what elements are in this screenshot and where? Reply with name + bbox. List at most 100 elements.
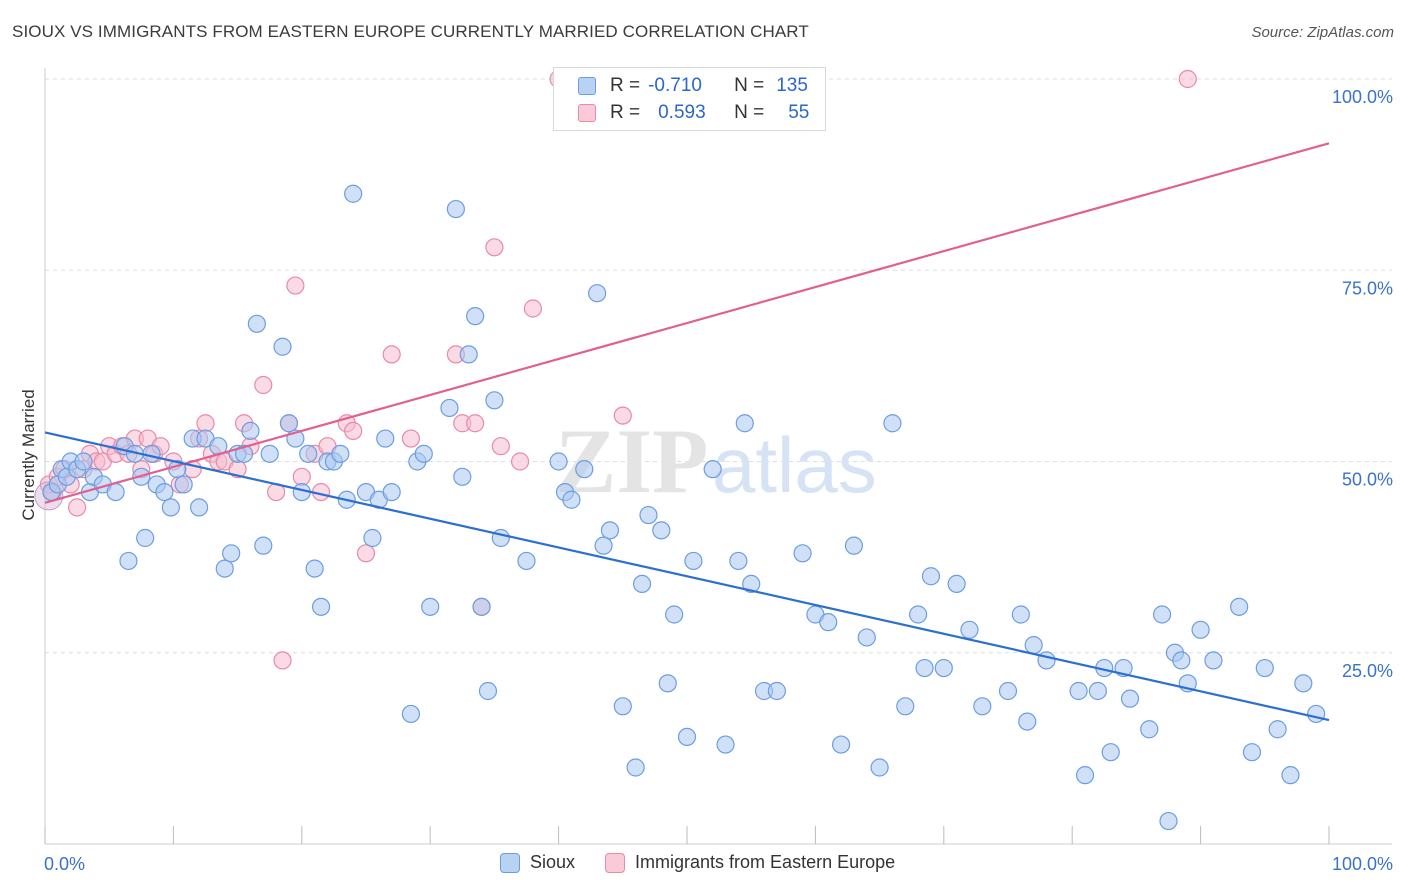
sioux-point — [247, 314, 266, 333]
sioux-point — [222, 544, 241, 563]
sioux-point — [594, 536, 613, 555]
watermark: ZIP atlas — [555, 410, 877, 512]
sioux-point — [998, 681, 1018, 701]
sioux-point — [106, 483, 125, 502]
sioux-point — [639, 505, 658, 525]
sioux-point — [909, 605, 928, 624]
sioux-point — [517, 551, 536, 571]
x-tick-label: 100.0% — [1332, 854, 1393, 874]
gridlines — [45, 78, 1392, 654]
sioux-point — [1069, 681, 1088, 701]
sioux-point — [735, 414, 754, 433]
sioux-point — [440, 398, 459, 418]
sioux-point — [241, 421, 260, 440]
immigrants-swatch — [605, 852, 626, 873]
sioux-point — [472, 597, 491, 616]
sioux-point — [742, 574, 761, 594]
immigrants-point — [523, 299, 543, 318]
immigrants-point — [273, 651, 292, 670]
sioux-point — [883, 414, 902, 433]
sioux-point — [549, 452, 568, 471]
sioux-point — [1018, 712, 1037, 731]
y-tick-label: 25.0% — [1342, 661, 1393, 681]
sioux-point — [414, 444, 433, 463]
sioux-point — [1294, 674, 1313, 693]
n-label: N = — [734, 102, 765, 123]
legend-item-immigrants: Immigrants from Eastern Europe — [605, 852, 895, 873]
chart-title: SIOUX VS IMMIGRANTS FROM EASTERN EUROPE … — [12, 22, 809, 41]
sioux-point — [421, 597, 440, 616]
y-tick-label: 100.0% — [1332, 87, 1393, 107]
sioux-point — [947, 574, 966, 594]
immigrants-point — [382, 345, 401, 364]
sioux-point — [1140, 720, 1159, 739]
sioux-point — [703, 460, 722, 479]
sioux-point — [677, 727, 697, 747]
sioux-point — [1172, 651, 1191, 670]
sioux-point — [896, 697, 915, 716]
trend-lines — [44, 142, 1330, 722]
sioux-point — [632, 574, 652, 594]
bottom-legend: Sioux Immigrants from Eastern Europe — [500, 852, 925, 873]
sioux-point — [665, 605, 684, 624]
immigrants-point — [286, 276, 305, 295]
sioux-point — [793, 544, 812, 563]
sioux-point — [960, 620, 979, 639]
sioux-point — [485, 391, 504, 410]
sioux-point — [870, 758, 889, 777]
sioux-point — [279, 414, 299, 433]
axes: Currently Married — [19, 68, 1392, 845]
sioux-point — [491, 528, 510, 548]
sioux-trend-line — [44, 431, 1330, 722]
sioux-point — [613, 697, 632, 716]
sioux-points — [42, 184, 1326, 831]
sioux-point — [305, 559, 324, 578]
y-tick-label: 50.0% — [1342, 470, 1393, 490]
n-value: 55 — [788, 102, 810, 123]
r-value: -0.710 — [648, 75, 702, 96]
sioux-point — [1307, 704, 1326, 724]
sioux-point — [973, 697, 992, 716]
sioux-point — [915, 658, 934, 678]
sioux-point — [767, 681, 786, 701]
immigrants-point — [67, 498, 87, 517]
immigrants-point — [613, 406, 632, 425]
sioux-point — [273, 337, 292, 356]
sioux-point — [466, 307, 485, 326]
immigrants-point — [254, 375, 273, 395]
sioux-point — [74, 452, 93, 471]
immigrants-point — [1178, 69, 1197, 89]
legend-label-immigrants: Immigrants from Eastern Europe — [635, 852, 896, 872]
sioux-point — [215, 559, 234, 578]
sioux-point — [331, 444, 350, 463]
r-label: R = — [610, 75, 641, 96]
sioux-point — [1268, 720, 1287, 739]
immigrants-point — [491, 437, 510, 456]
sioux-point — [1191, 620, 1210, 639]
source-label: Source: ZipAtlas.com — [1251, 24, 1394, 41]
n-value: 135 — [776, 75, 808, 96]
sioux-point — [857, 628, 876, 647]
tick-labels: 100.0% 75.0% 50.0% 25.0% 0.0% 100.0% — [44, 87, 1393, 874]
sioux-point — [161, 498, 180, 517]
sioux-point — [1159, 811, 1178, 831]
sioux-point — [478, 681, 498, 701]
sioux-swatch — [578, 77, 596, 95]
sioux-point — [1088, 681, 1107, 701]
sioux-point — [729, 551, 748, 571]
sioux-point — [1075, 766, 1095, 785]
sioux-point — [119, 551, 138, 571]
sioux-point — [376, 429, 395, 448]
sioux-point — [600, 521, 620, 540]
legend-label-sioux: Sioux — [530, 852, 576, 872]
legend-box: R = -0.710 N = 135 R = 0.593 N = 55 — [553, 67, 826, 131]
immigrants-swatch — [578, 104, 596, 122]
sioux-point — [1230, 597, 1249, 616]
immigrants-point — [356, 544, 376, 563]
sioux-point — [716, 735, 735, 754]
sioux-point — [174, 475, 193, 494]
sioux-point — [934, 658, 953, 678]
sioux-point — [311, 597, 331, 616]
legend-item-sioux: Sioux — [500, 852, 575, 873]
